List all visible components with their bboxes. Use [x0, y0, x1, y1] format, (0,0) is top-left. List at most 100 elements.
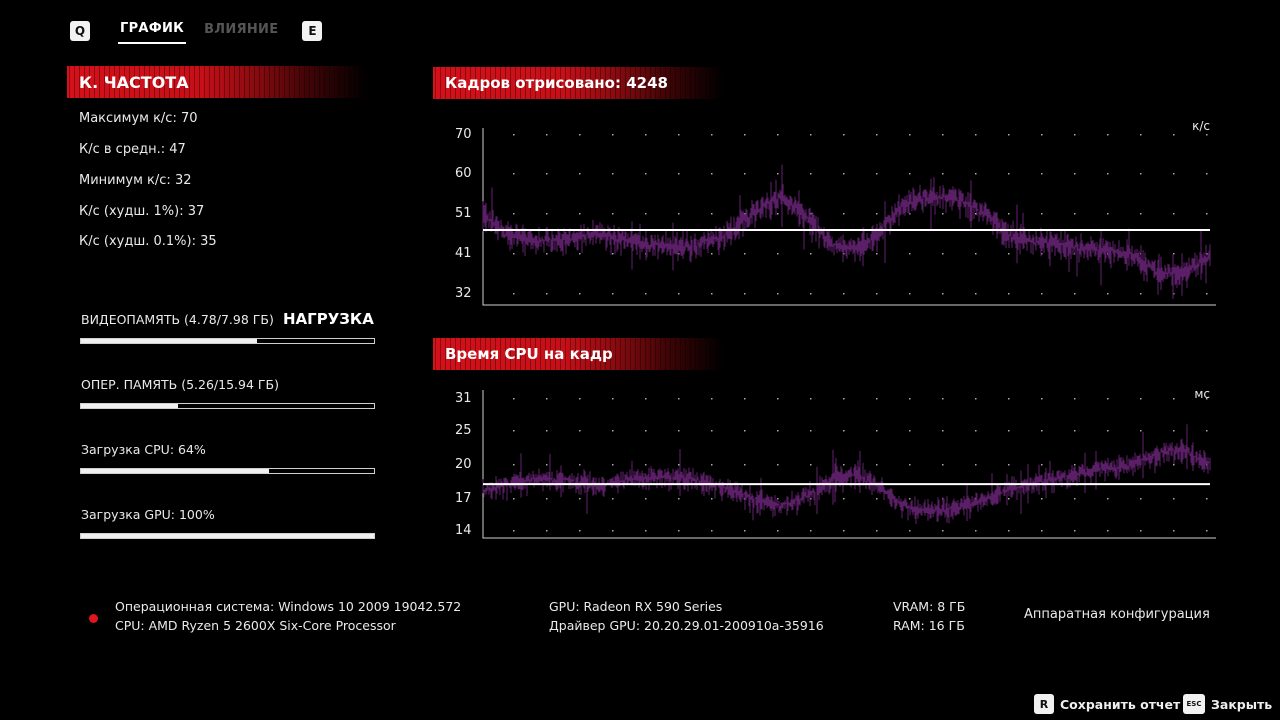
grid-dot — [513, 398, 515, 400]
grid-dot — [975, 253, 977, 255]
grid-dot — [876, 430, 878, 432]
grid-dot — [876, 253, 878, 255]
grid-dot — [513, 213, 515, 215]
grid-dot — [843, 213, 845, 215]
grid-dot — [1107, 398, 1109, 400]
frame-rate-header-label: К. ЧАСТОТА — [79, 72, 189, 92]
grid-dot — [645, 530, 647, 532]
grid-dot — [810, 498, 812, 500]
fps-chart: 70 60 51 41 32 к/с — [440, 110, 1230, 315]
grid-dot — [546, 398, 548, 400]
hardware-config-link[interactable]: Аппаратная конфигурация — [1024, 607, 1210, 622]
save-report-label: Сохранить отчет — [1060, 696, 1181, 712]
grid-dot — [1107, 530, 1109, 532]
grid-dot — [1008, 498, 1010, 500]
grid-dot — [645, 464, 647, 466]
vram-meter-fill — [81, 339, 257, 343]
grid-dot — [1173, 213, 1175, 215]
y-tick-label: 17 — [455, 491, 472, 506]
y-tick-label: 32 — [455, 286, 472, 301]
frame-series — [482, 164, 1211, 299]
chart-axes — [482, 390, 1216, 539]
tab-impact[interactable]: ВЛИЯНИЕ — [204, 22, 279, 37]
gpu-load-meter-label: Загрузка GPU: 100% — [81, 507, 215, 522]
grid-dot — [1107, 293, 1109, 295]
frame-series — [482, 424, 1211, 524]
grid-dot — [876, 498, 878, 500]
tab-graph[interactable]: ГРАФИК — [118, 18, 187, 44]
tab-bar: Q ГРАФИК ВЛИЯНИЕ E — [70, 16, 323, 46]
grid-dot — [777, 173, 779, 175]
grid-dot — [678, 134, 680, 136]
prev-tab-key-icon[interactable]: Q — [70, 21, 90, 41]
ram-meter-fill — [81, 404, 178, 408]
grid-dot — [744, 398, 746, 400]
grid-dot — [1206, 430, 1208, 432]
grid-dot — [942, 253, 944, 255]
grid-dot — [843, 498, 845, 500]
grid-dot — [1008, 134, 1010, 136]
grid-dot — [843, 134, 845, 136]
grid-dot — [777, 498, 779, 500]
cpu-info: CPU: AMD Ryzen 5 2600X Six-Core Processo… — [115, 618, 396, 633]
esc-key-icon: ESC — [1183, 694, 1205, 714]
cpu-chart: 31 25 20 17 14 мс — [440, 380, 1230, 545]
ram-meter-label: ОПЕР. ПАМЯТЬ (5.26/15.94 ГБ) — [81, 377, 279, 392]
grid-dot — [909, 398, 911, 400]
grid-dot — [1074, 398, 1076, 400]
grid-dot — [975, 398, 977, 400]
system-info-gpu: GPU: Radeon RX 590 Series Драйвер GPU: 2… — [549, 597, 824, 635]
grid-dot — [678, 498, 680, 500]
grid-dot — [579, 398, 581, 400]
grid-dot — [1008, 293, 1010, 295]
grid-dot — [711, 398, 713, 400]
stat-1-percent-low: К/с (худш. 1%): 37 — [79, 204, 205, 219]
cpu-load-meter-fill — [81, 469, 269, 473]
close-label: Закрыть — [1211, 696, 1273, 712]
grid-dot — [1173, 530, 1175, 532]
grid-dot — [942, 530, 944, 532]
grid-dot — [810, 213, 812, 215]
grid-dot — [579, 134, 581, 136]
grid-dot — [645, 173, 647, 175]
system-info-memory: VRAM: 8 ГБ RAM: 16 ГБ — [893, 597, 965, 635]
y-tick-label: 20 — [455, 457, 472, 472]
grid-dot — [975, 530, 977, 532]
grid-dot — [1008, 430, 1010, 432]
grid-dot — [975, 430, 977, 432]
grid-dot — [777, 464, 779, 466]
close-button[interactable]: ESC Закрыть — [1183, 694, 1272, 714]
grid-dot — [678, 430, 680, 432]
grid-dot — [513, 430, 515, 432]
grid-dot — [942, 213, 944, 215]
grid-dot — [909, 173, 911, 175]
grid-dot — [744, 253, 746, 255]
next-tab-key-icon[interactable]: E — [302, 21, 323, 41]
grid-dot — [678, 464, 680, 466]
grid-dot — [1008, 213, 1010, 215]
grid-dot — [777, 253, 779, 255]
y-tick-label: 60 — [455, 166, 472, 181]
grid-dot — [744, 464, 746, 466]
grid-dot — [513, 293, 515, 295]
grid-dot — [810, 430, 812, 432]
cpu-load-meter-label: Загрузка CPU: 64% — [81, 442, 206, 457]
grid-dot — [876, 464, 878, 466]
grid-dot — [810, 253, 812, 255]
grid-dot — [645, 213, 647, 215]
grid-dot — [942, 173, 944, 175]
grid-dot — [546, 213, 548, 215]
grid-dot — [843, 293, 845, 295]
grid-dot — [1140, 213, 1142, 215]
grid-dot — [1173, 173, 1175, 175]
grid-dot — [942, 293, 944, 295]
fps-chart-svg: 70 60 51 41 32 к/с — [455, 119, 1216, 306]
save-report-button[interactable]: R Сохранить отчет — [1034, 694, 1180, 714]
grid-dot — [1008, 464, 1010, 466]
grid-dot — [612, 293, 614, 295]
grid-dot — [1140, 430, 1142, 432]
grid-dot — [612, 213, 614, 215]
r-key-icon: R — [1034, 694, 1054, 714]
frames-rendered-label: Кадров отрисовано: 4248 — [445, 74, 668, 92]
grid-dot — [1206, 293, 1208, 295]
